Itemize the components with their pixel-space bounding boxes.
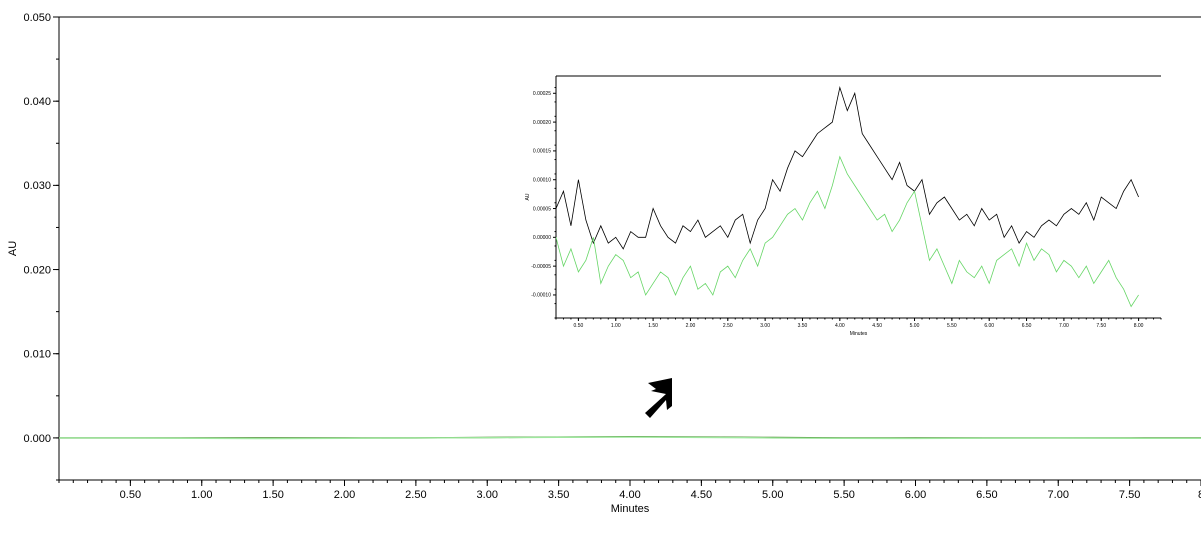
x-tick-label: 3.00 xyxy=(760,323,770,329)
x-axis-title: Minutes xyxy=(850,331,868,337)
y-tick-label: 0.00025 xyxy=(533,91,551,97)
y-tick-label: 0.040 xyxy=(23,96,51,108)
x-tick-label: 8.00 xyxy=(1134,323,1144,329)
inset-axes: -0.00010 -0.00005 0.00000 0.00005 0.00010 0.0… xyxy=(525,75,1162,337)
x-tick-label: 5.50 xyxy=(947,323,957,329)
x-tick-label: 5.50 xyxy=(833,489,854,501)
y-tick-label: 0.00000 xyxy=(533,235,551,241)
x-tick-label: 4.50 xyxy=(872,323,882,329)
y-axis-title: AU xyxy=(525,193,531,200)
y-tick-label: 0.00015 xyxy=(533,149,551,155)
y-tick-label: 0.020 xyxy=(23,264,51,276)
x-tick-label: 8 xyxy=(1198,489,1201,501)
x-tick-label: 5.00 xyxy=(910,323,920,329)
x-tick-label: 7.50 xyxy=(1119,489,1140,501)
x-tick-label: 6.50 xyxy=(976,489,997,501)
x-tick-label: 4.00 xyxy=(835,323,845,329)
x-axis-title: Minutes xyxy=(611,503,650,515)
y-tick-label: 0.010 xyxy=(23,349,51,361)
series-line-0 xyxy=(555,85,1139,250)
x-tick-label: 7.00 xyxy=(1048,489,1069,501)
y-tick-label: 0.000 xyxy=(23,433,51,445)
x-tick-label: 4.50 xyxy=(691,489,712,501)
x-tick-label: 3.00 xyxy=(477,489,498,501)
x-tick-label: 1.00 xyxy=(191,489,212,501)
x-tick-label: 2.50 xyxy=(723,323,733,329)
x-tick-label: 2.50 xyxy=(405,489,426,501)
y-axis-title: AU xyxy=(7,241,19,256)
main-series xyxy=(59,435,1201,440)
series-line-1 xyxy=(59,436,1201,440)
arrow-icon xyxy=(645,378,672,418)
main-axes: 0.000 0.010 0.020 0.030 0.040 0.050 0.50 1.00 1.… xyxy=(7,12,1201,515)
inset-chart: -0.00010 -0.00005 0.00000 0.00005 0.00010 0.0… xyxy=(525,75,1162,337)
x-tick-label: 1.50 xyxy=(648,323,658,329)
x-tick-label: 7.00 xyxy=(1059,323,1069,329)
y-tick-label: 0.050 xyxy=(23,12,51,24)
y-tick-label: -0.00005 xyxy=(531,264,551,270)
x-tick-label: 4.00 xyxy=(619,489,640,501)
y-tick-label: 0.00005 xyxy=(533,206,551,212)
x-tick-label: 2.00 xyxy=(334,489,355,501)
x-tick-label: 5.00 xyxy=(762,489,783,501)
series-line-1 xyxy=(555,155,1139,308)
y-tick-label: 0.00010 xyxy=(533,177,551,183)
y-tick-label: 0.00020 xyxy=(533,120,551,126)
x-tick-label: 1.00 xyxy=(611,323,621,329)
x-tick-label: 3.50 xyxy=(798,323,808,329)
inset-series xyxy=(555,85,1139,308)
x-tick-label: 6.00 xyxy=(905,489,926,501)
y-tick-label: 0.030 xyxy=(23,180,51,192)
x-tick-label: 0.50 xyxy=(574,323,584,329)
x-tick-label: 6.00 xyxy=(984,323,994,329)
x-tick-label: 1.50 xyxy=(262,489,283,501)
x-tick-label: 2.00 xyxy=(686,323,696,329)
x-tick-label: 0.50 xyxy=(120,489,141,501)
x-tick-label: 3.50 xyxy=(548,489,569,501)
x-tick-label: 6.50 xyxy=(1022,323,1032,329)
x-tick-label: 7.50 xyxy=(1096,323,1106,329)
y-tick-label: -0.00010 xyxy=(531,293,551,299)
